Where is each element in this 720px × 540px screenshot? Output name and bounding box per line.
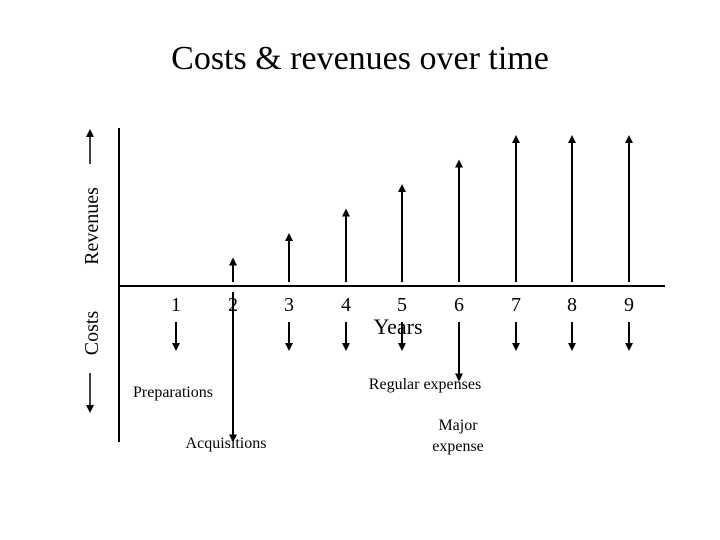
year-label-7: 7 — [511, 294, 521, 316]
acquisitions-label: Acquisitions — [186, 435, 267, 452]
year-label-8: 8 — [567, 294, 577, 316]
year-label-5: 5 — [397, 294, 407, 316]
year-label-2: 2 — [228, 294, 238, 316]
diagram-title: Costs & revenues over time — [171, 40, 549, 77]
year-label-4: 4 — [341, 294, 351, 316]
year-label-1: 1 — [171, 294, 181, 316]
preparations-label: Preparations — [133, 384, 213, 401]
major-expense-label-line1: Major — [438, 417, 478, 434]
major-expense-label-line2: expense — [432, 438, 484, 455]
x-axis-label: Years — [373, 314, 422, 339]
year-labels: 1 2 3 4 5 6 7 8 9 — [171, 294, 634, 316]
year-label-6: 6 — [454, 294, 464, 316]
year-label-3: 3 — [284, 294, 294, 316]
regular-expenses-label: Regular expenses — [369, 376, 481, 393]
costs-axis-label: Costs — [81, 311, 103, 356]
revenues-axis-label: Revenues — [81, 187, 103, 265]
arrow-group — [172, 135, 633, 443]
year-label-9: 9 — [624, 294, 634, 316]
